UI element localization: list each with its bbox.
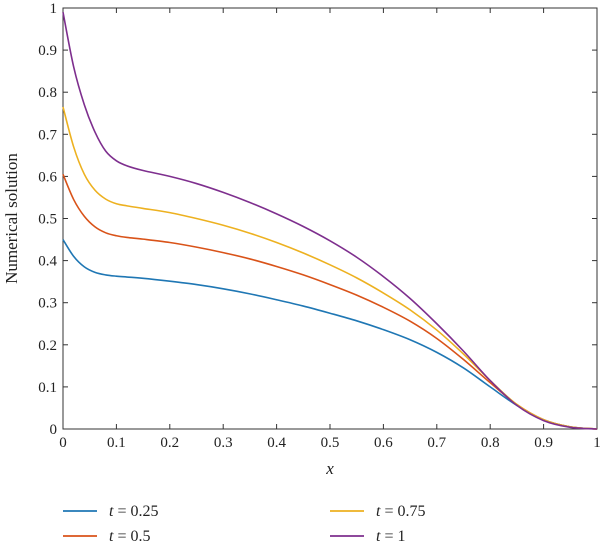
x-tick-label: 0.1: [107, 435, 126, 451]
x-tick-label: 0.9: [534, 435, 553, 451]
y-tick-label: 0.8: [38, 85, 57, 101]
x-tick-label: 0.8: [481, 435, 500, 451]
x-tick-label: 0: [59, 435, 67, 451]
x-tick-label: 0.4: [267, 435, 286, 451]
series-line-4: [62, 12, 598, 430]
legend-label-2: t = 0.5: [109, 528, 150, 545]
x-tick-label: 0.7: [427, 435, 446, 451]
series-line-3: [62, 106, 598, 430]
legend-label-4: t = 1: [376, 528, 405, 545]
legend-label-1: t = 0.25: [109, 503, 158, 520]
y-tick-label: 0.5: [38, 212, 57, 228]
series-line-1: [62, 239, 598, 430]
y-tick-label: 0: [50, 422, 58, 438]
y-tick-label: 0.9: [38, 43, 57, 59]
y-axis-ticks: 0 0.1 0.2 0.3 0.4 0.5 0.6 0.7 0.8 0.9 1: [38, 1, 597, 438]
x-axis-label: x: [325, 459, 334, 478]
y-tick-label: 0.6: [38, 169, 57, 185]
x-tick-label: 0.5: [321, 435, 340, 451]
legend: t = 0.25 t = 0.5 t = 0.75 t = 1: [63, 503, 425, 545]
y-tick-label: 0.1: [38, 380, 57, 396]
y-tick-label: 1: [50, 1, 58, 17]
plot-area-border: [62, 7, 598, 430]
y-tick-label: 0.2: [38, 338, 57, 354]
y-tick-label: 0.3: [38, 296, 57, 312]
y-axis-label: Numerical solution: [2, 153, 21, 284]
y-tick-label: 0.7: [38, 127, 57, 143]
series-line-2: [62, 173, 598, 430]
x-axis-ticks: 0 0.1 0.2 0.3 0.4 0.5 0.6 0.7 0.8 0.9 1: [59, 8, 600, 451]
x-tick-label: 0.6: [374, 435, 393, 451]
x-tick-label: 1: [593, 435, 600, 451]
series-lines: [62, 12, 598, 430]
x-tick-label: 0.2: [160, 435, 179, 451]
y-tick-label: 0.4: [38, 254, 57, 270]
x-tick-label: 0.3: [214, 435, 233, 451]
legend-label-3: t = 0.75: [376, 503, 425, 520]
plot-frame: [62, 7, 598, 430]
